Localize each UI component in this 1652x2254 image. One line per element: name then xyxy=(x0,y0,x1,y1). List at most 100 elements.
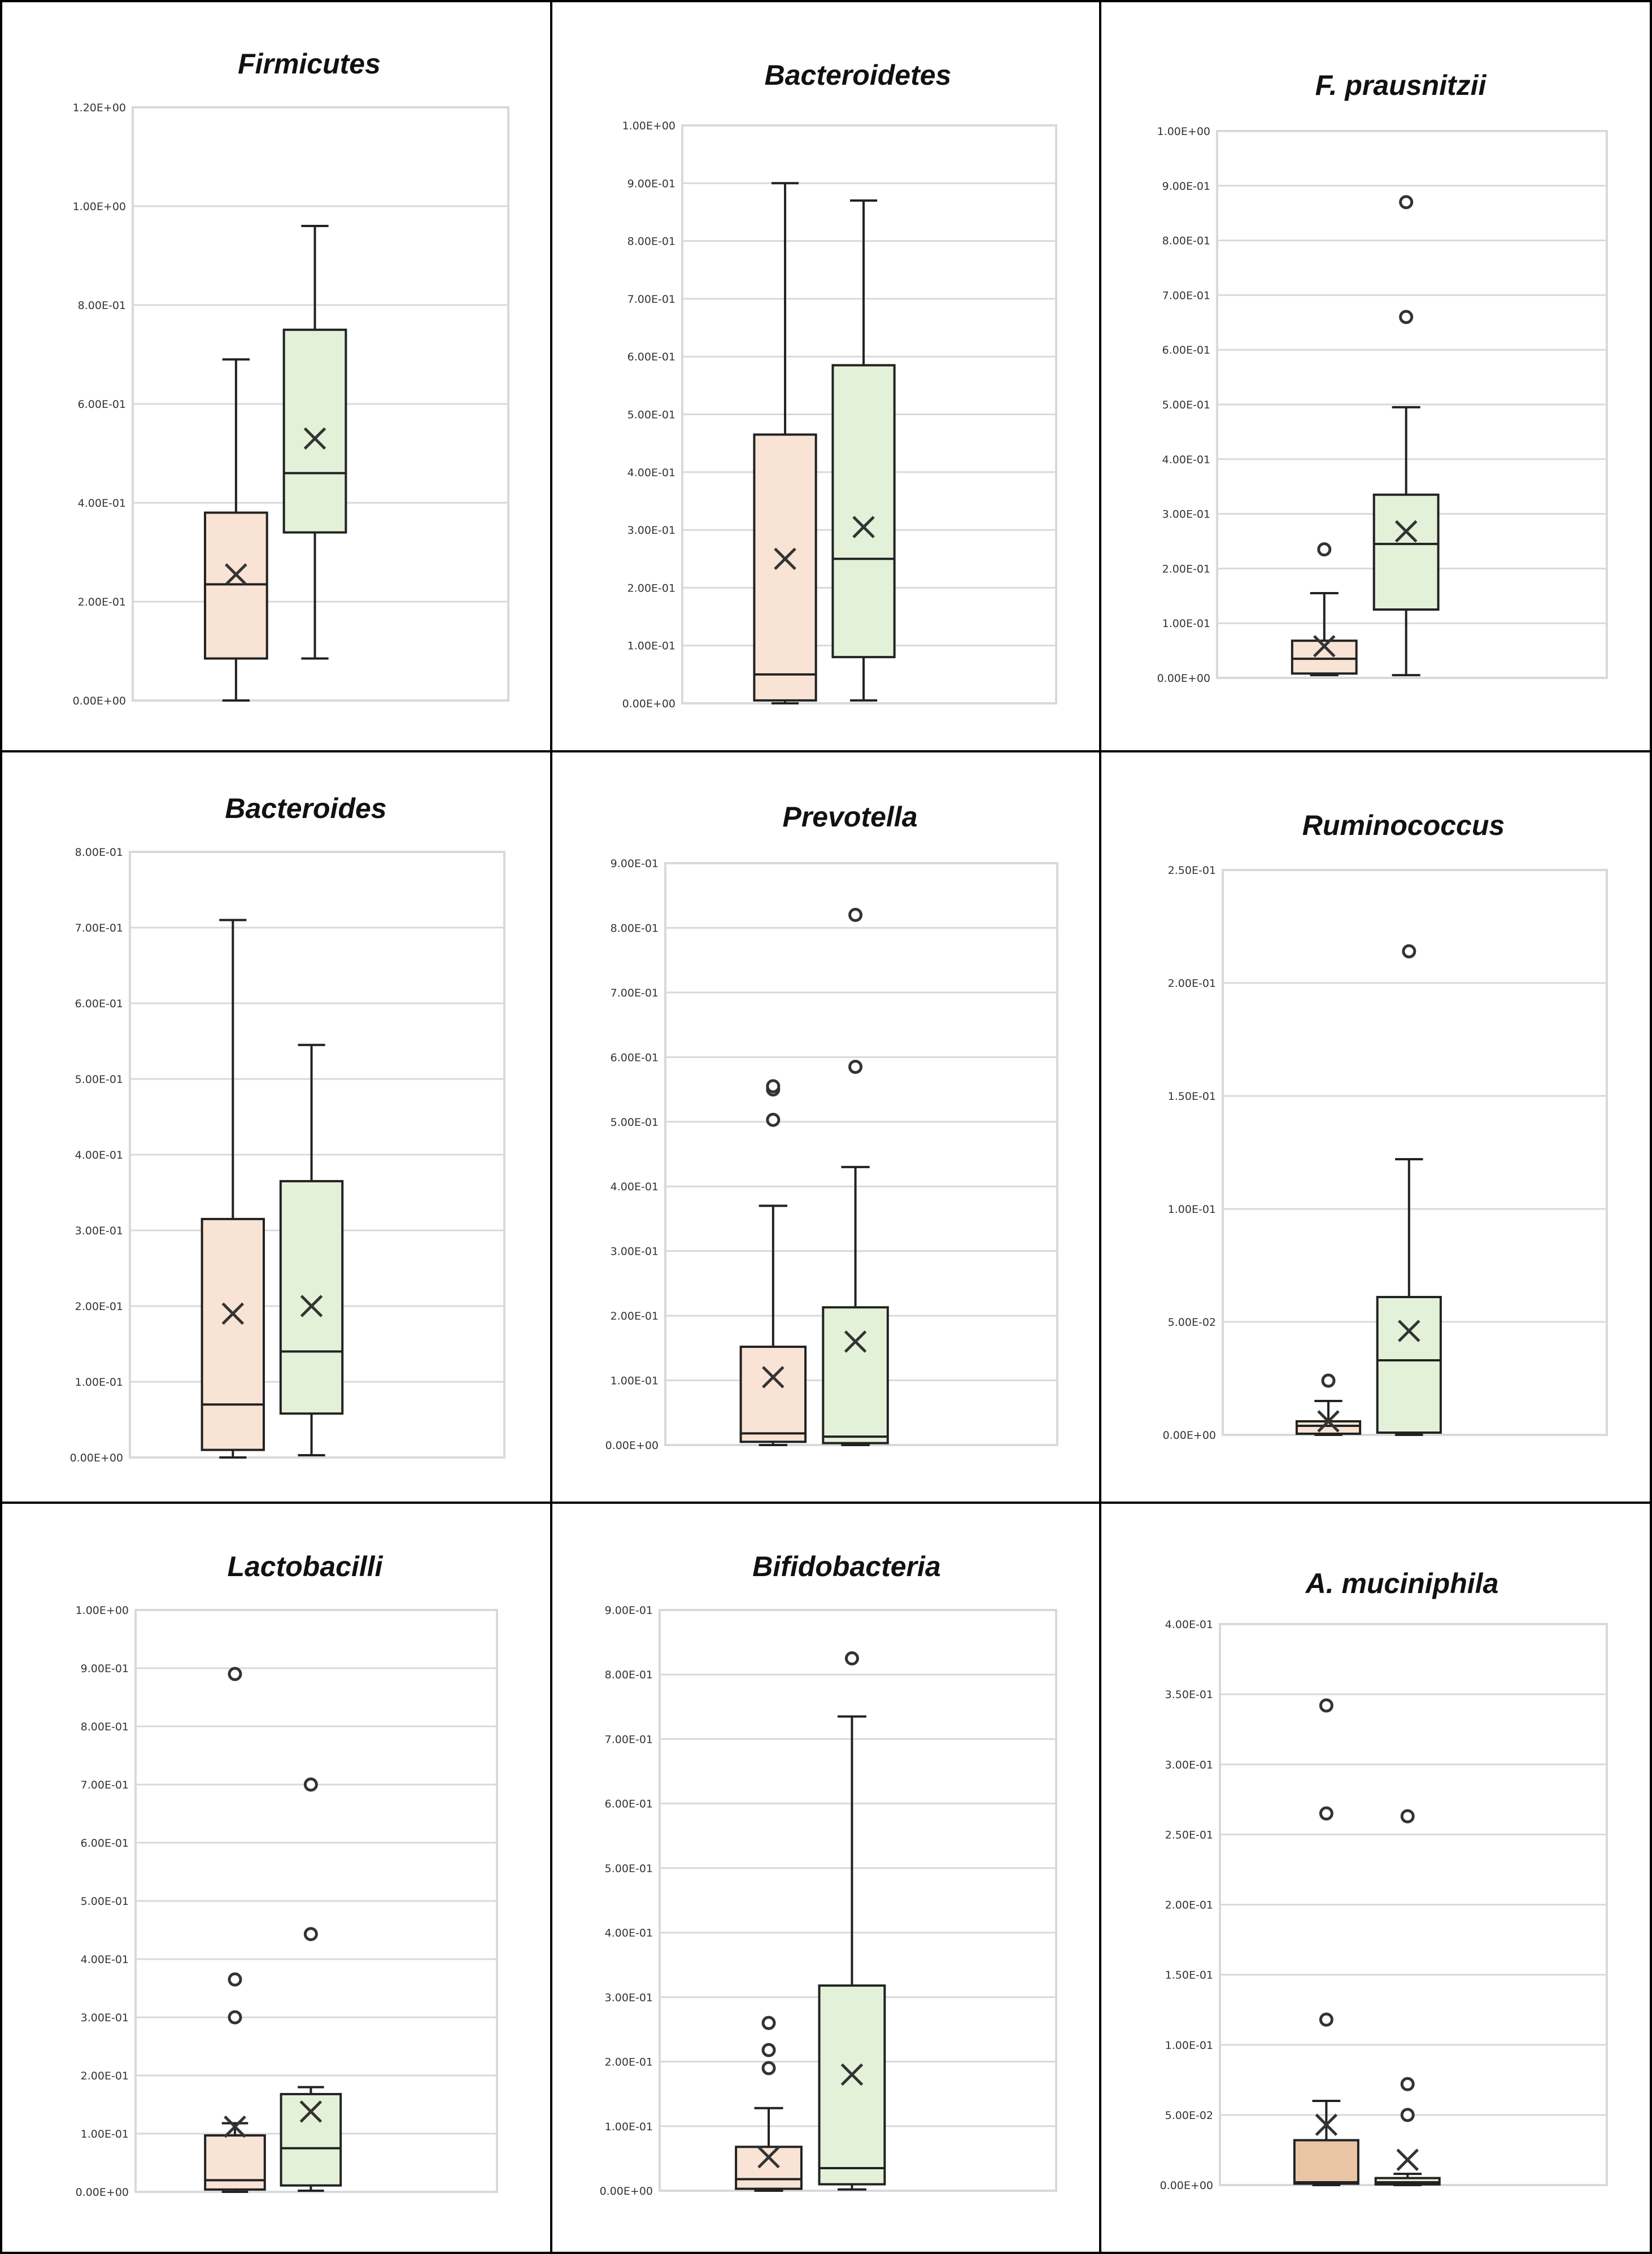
y-tick-label: 3.00E-01 xyxy=(75,1225,123,1237)
y-tick-label: 0.00E+00 xyxy=(73,695,126,707)
chart-title: F. prausnitzii xyxy=(1315,69,1487,101)
mean-marker xyxy=(844,1330,867,1353)
y-tick-label: 8.00E-01 xyxy=(1162,235,1210,247)
outlier-point xyxy=(1400,1809,1415,1824)
box-group-2 xyxy=(822,908,889,1446)
box-iqr xyxy=(1376,1296,1442,1434)
box-iqr xyxy=(200,1217,265,1451)
box-group-2 xyxy=(1376,944,1442,1436)
y-tick-label: 1.00E-01 xyxy=(605,2121,653,2133)
box-group-1 xyxy=(200,919,265,1459)
y-tick-label: 1.00E-01 xyxy=(627,640,675,652)
box-iqr xyxy=(739,1346,807,1443)
outlier-point xyxy=(228,1972,242,1987)
y-tick-label: 0.00E+00 xyxy=(605,1439,659,1452)
y-tick-label: 3.00E-01 xyxy=(1165,1759,1213,1771)
mean-marker-stroke xyxy=(1394,520,1418,543)
box-group-1 xyxy=(204,1666,266,2193)
mean-marker-stroke xyxy=(852,516,875,538)
mean-marker xyxy=(1396,2148,1419,2172)
y-tick-label: 6.00E-01 xyxy=(78,398,126,411)
box-iqr xyxy=(753,433,817,702)
mean-marker xyxy=(1398,1320,1420,1342)
box-iqr xyxy=(204,2134,266,2191)
y-tick-label: 6.00E-01 xyxy=(1162,344,1210,356)
y-tick-label: 0.00E+00 xyxy=(1160,2179,1213,2192)
box-group-2 xyxy=(831,199,896,702)
y-tick-label: 2.00E-01 xyxy=(1168,977,1216,990)
box-group-1 xyxy=(753,182,817,704)
mean-marker xyxy=(1317,1410,1340,1433)
outlier-point xyxy=(228,1666,242,1681)
mean-marker-stroke xyxy=(1398,1320,1420,1342)
y-tick-label: 9.00E-01 xyxy=(611,858,659,870)
y-tick-label: 1.00E+00 xyxy=(73,201,126,213)
chart-panel-9: A. muciniphila 0.00E+00 5.00E-02 1.00E-01 1.… xyxy=(1160,1568,1608,2192)
y-tick-label: 1.50E-01 xyxy=(1168,1090,1216,1103)
mean-marker xyxy=(1315,2113,1338,2136)
y-tick-label: 7.00E-01 xyxy=(81,1779,129,1791)
y-tick-label: 7.00E-01 xyxy=(1162,289,1210,302)
outlier-point xyxy=(228,2010,242,2025)
mean-marker-stroke xyxy=(300,1295,323,1317)
y-tick-label: 1.00E-01 xyxy=(1168,1203,1216,1216)
outlier-point xyxy=(761,2043,776,2057)
y-tick-label: 8.00E-01 xyxy=(605,1669,653,1681)
chart-title: Prevotella xyxy=(782,801,917,833)
mean-marker xyxy=(303,427,326,450)
chart-panel-6: Ruminococcus 0.00E+00 5.00E-02 1.00E-01 1.50… xyxy=(1163,810,1608,1442)
mean-marker-stroke xyxy=(840,2063,864,2086)
y-tick-label: 3.00E-01 xyxy=(81,2012,129,2024)
y-tick-label: 6.00E-01 xyxy=(611,1051,659,1064)
box-group-2 xyxy=(280,1777,342,2192)
y-tick-label: 1.00E-01 xyxy=(1162,617,1210,630)
outlier-point xyxy=(303,1927,318,1942)
y-tick-label: 4.00E-01 xyxy=(1162,454,1210,466)
y-tick-label: 9.00E-01 xyxy=(627,177,675,190)
box-group-2 xyxy=(279,1043,344,1456)
y-tick-label: 1.00E-01 xyxy=(75,1376,123,1389)
y-tick-label: 4.00E-01 xyxy=(78,497,126,510)
y-tick-label: 9.00E-01 xyxy=(81,1663,129,1675)
y-tick-label: 9.00E-01 xyxy=(1162,180,1210,193)
box-iqr xyxy=(282,328,347,534)
y-tick-label: 2.50E-01 xyxy=(1165,1829,1213,1841)
y-tick-label: 3.50E-01 xyxy=(1165,1689,1213,1701)
y-tick-label: 3.00E-01 xyxy=(627,524,675,537)
y-tick-label: 2.00E-01 xyxy=(75,1300,123,1313)
outlier-point xyxy=(1321,1373,1336,1388)
y-tick-label: 5.00E-01 xyxy=(1162,399,1210,411)
y-tick-label: 0.00E+00 xyxy=(76,2186,129,2199)
y-tick-label: 1.00E+00 xyxy=(622,120,675,132)
outlier-point xyxy=(1400,2077,1415,2091)
y-tick-label: 0.00E+00 xyxy=(622,698,675,710)
chart-title: Firmicutes xyxy=(238,48,381,80)
mean-marker-stroke xyxy=(762,1366,784,1389)
box-group-2 xyxy=(1372,195,1440,677)
y-tick-label: 8.00E-01 xyxy=(75,846,123,859)
y-tick-label: 7.00E-01 xyxy=(605,1733,653,1746)
box-iqr xyxy=(818,1984,886,2186)
outlier-point xyxy=(766,1112,781,1127)
y-tick-label: 6.00E-01 xyxy=(81,1837,129,1850)
mean-marker-stroke xyxy=(1317,1410,1340,1433)
y-tick-label: 2.00E-01 xyxy=(627,582,675,594)
box-iqr xyxy=(831,364,896,659)
box-iqr xyxy=(822,1306,889,1444)
mean-marker xyxy=(1394,520,1418,543)
y-tick-label: 6.00E-01 xyxy=(627,351,675,363)
mean-marker xyxy=(300,1295,323,1317)
chart-title: Bacteroidetes xyxy=(765,59,952,91)
y-tick-label: 1.00E-01 xyxy=(81,2128,129,2140)
y-tick-label: 6.00E-01 xyxy=(75,998,123,1010)
y-tick-label: 2.00E-01 xyxy=(605,2056,653,2069)
mean-marker xyxy=(840,2063,864,2086)
box-iqr xyxy=(735,2146,803,2190)
outlier-point xyxy=(761,2016,776,2030)
y-tick-label: 7.00E-01 xyxy=(75,922,123,934)
box-group-2 xyxy=(282,225,347,660)
y-tick-label: 8.00E-01 xyxy=(627,236,675,248)
